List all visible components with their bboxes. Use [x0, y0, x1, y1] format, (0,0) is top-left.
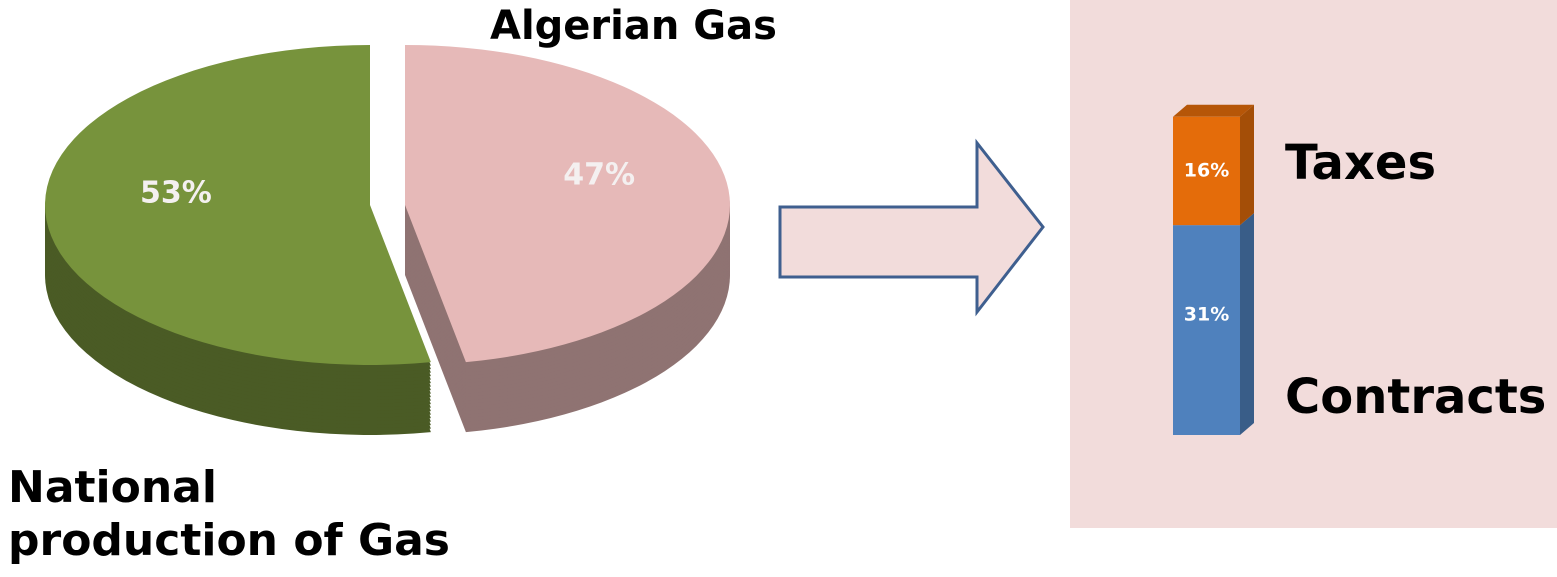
value-label: 53%: [140, 176, 212, 211]
value-label: 47%: [563, 157, 635, 192]
pie-category-label: Algerian Gas: [490, 3, 777, 49]
bar-side: [1240, 213, 1254, 435]
value-label: 16%: [1184, 159, 1229, 181]
pie-slice: [44, 45, 431, 365]
bar-side: [1240, 104, 1254, 226]
arrow: [778, 138, 1045, 317]
pie-category-label: National production of Gas: [8, 462, 450, 566]
value-label: 31%: [1184, 304, 1229, 326]
pie-slice: [405, 45, 730, 363]
series-label: Taxes: [1285, 135, 1436, 191]
series-label: Contracts: [1285, 369, 1546, 425]
bar-panel: [1070, 0, 1557, 528]
bar-segment: [1173, 225, 1240, 435]
bar-top: [1173, 104, 1254, 117]
bar-segment: [1173, 116, 1240, 226]
